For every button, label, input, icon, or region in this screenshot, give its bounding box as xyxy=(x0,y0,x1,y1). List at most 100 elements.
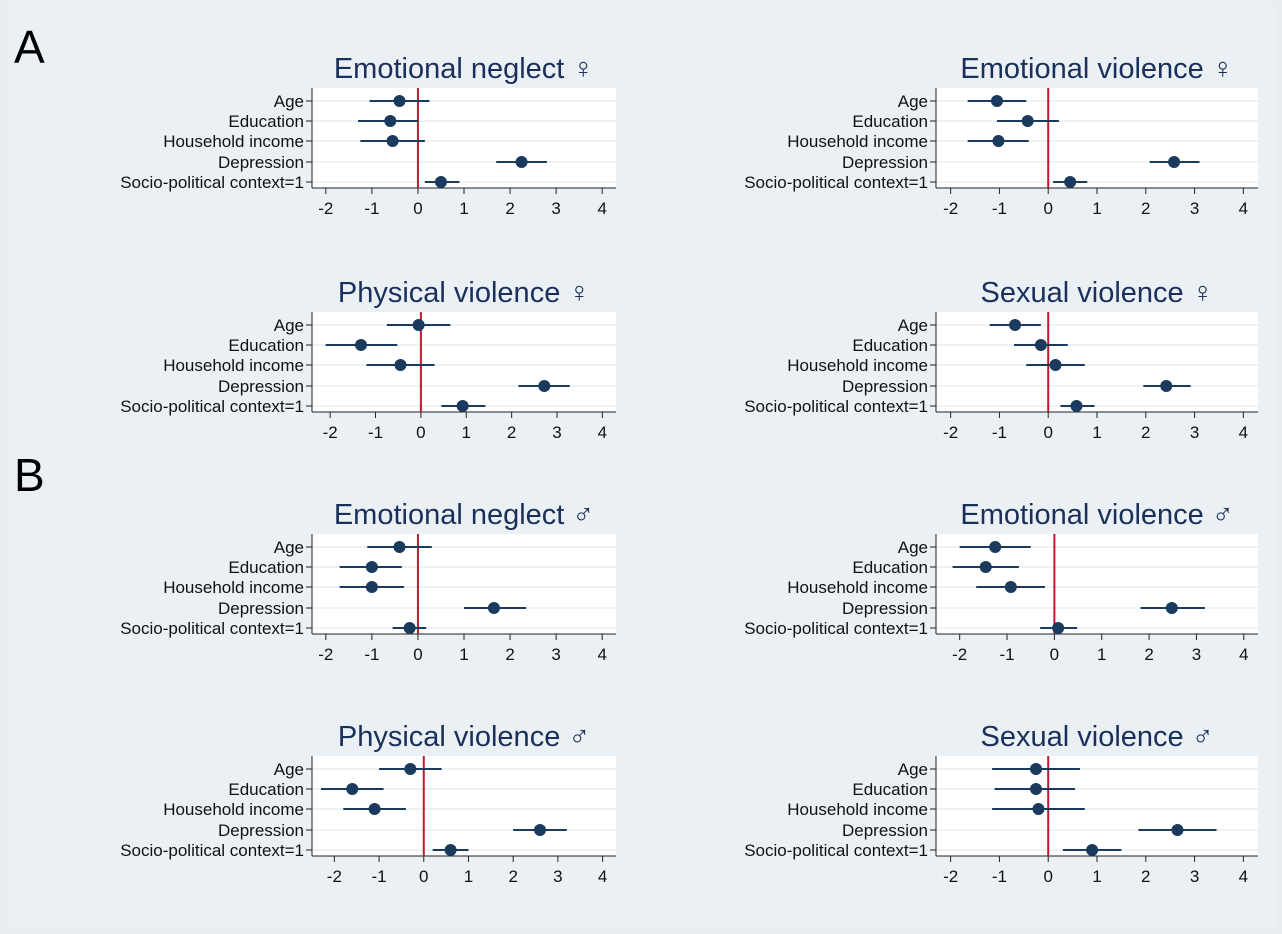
estimate-point xyxy=(434,176,447,188)
category-label: Age xyxy=(898,760,928,779)
panel-title: Sexual violence ♀ xyxy=(981,277,1214,309)
x-tick-label: -1 xyxy=(371,867,386,886)
x-tick-label: 2 xyxy=(505,645,514,664)
estimate-point xyxy=(979,561,992,573)
x-tick-label: 3 xyxy=(552,423,561,442)
x-tick-label: -2 xyxy=(327,867,342,886)
forest-plots-svg: Emotional neglect ♀AgeEducationHousehold… xyxy=(120,53,1258,886)
x-tick-label: -1 xyxy=(999,645,1014,664)
category-label: Socio-political context=1 xyxy=(744,173,928,192)
category-label: Depression xyxy=(842,599,928,618)
estimate-point xyxy=(444,844,457,856)
panel-title: Sexual violence ♂ xyxy=(981,721,1214,753)
x-tick-label: 2 xyxy=(508,867,517,886)
estimate-point xyxy=(368,803,381,815)
x-tick-label: 1 xyxy=(1092,423,1101,442)
x-tick-label: -2 xyxy=(318,199,333,218)
category-label: Age xyxy=(898,538,928,557)
x-tick-label: 2 xyxy=(1141,867,1150,886)
x-tick-label: 3 xyxy=(1192,645,1201,664)
plot-area xyxy=(312,312,616,412)
x-tick-label: 3 xyxy=(1190,867,1199,886)
x-tick-label: -1 xyxy=(992,423,1007,442)
category-label: Household income xyxy=(787,132,928,151)
panel-title: Physical violence ♀ xyxy=(338,277,590,309)
x-tick-label: -2 xyxy=(943,199,958,218)
category-label: Depression xyxy=(218,821,304,840)
category-label: Education xyxy=(228,112,304,131)
x-tick-label: 0 xyxy=(416,423,425,442)
plot-area xyxy=(312,756,616,856)
x-tick-label: -2 xyxy=(943,867,958,886)
category-label: Age xyxy=(274,538,304,557)
category-label: Socio-political context=1 xyxy=(744,397,928,416)
category-label: Age xyxy=(898,316,928,335)
x-tick-label: 2 xyxy=(1141,423,1150,442)
category-label: Socio-political context=1 xyxy=(120,619,304,638)
category-label: Age xyxy=(274,760,304,779)
estimate-point xyxy=(1049,359,1062,371)
category-label: Household income xyxy=(787,800,928,819)
x-tick-label: 0 xyxy=(413,645,422,664)
x-tick-label: 4 xyxy=(1239,645,1248,664)
estimate-point xyxy=(393,95,406,107)
x-tick-label: 1 xyxy=(459,199,468,218)
x-tick-label: 3 xyxy=(553,867,562,886)
x-tick-label: -1 xyxy=(364,199,379,218)
category-label: Socio-political context=1 xyxy=(120,397,304,416)
x-tick-label: 2 xyxy=(505,199,514,218)
estimate-point xyxy=(355,339,368,351)
estimate-point xyxy=(1021,115,1034,127)
section-label-a: A xyxy=(14,21,45,73)
x-tick-label: -1 xyxy=(992,867,1007,886)
estimate-point xyxy=(1030,763,1043,775)
category-label: Education xyxy=(228,336,304,355)
forest-plot-figure: A B Emotional neglect ♀ Age Education House… xyxy=(8,6,1276,928)
x-tick-label: 0 xyxy=(1043,199,1052,218)
estimate-point xyxy=(515,156,528,168)
x-tick-label: 4 xyxy=(597,645,606,664)
category-label: Household income xyxy=(163,356,304,375)
category-label: Education xyxy=(852,780,928,799)
estimate-point xyxy=(1070,400,1083,412)
estimate-point xyxy=(992,135,1005,147)
x-tick-label: -2 xyxy=(323,423,338,442)
category-label: Age xyxy=(274,316,304,335)
x-tick-label: 3 xyxy=(1190,423,1199,442)
x-tick-label: 1 xyxy=(1092,867,1101,886)
category-label: Socio-political context=1 xyxy=(744,841,928,860)
category-label: Socio-political context=1 xyxy=(744,619,928,638)
section-label-b: B xyxy=(14,449,45,501)
category-label: Household income xyxy=(163,578,304,597)
x-tick-label: -2 xyxy=(318,645,333,664)
x-tick-label: 1 xyxy=(464,867,473,886)
category-label: Household income xyxy=(163,132,304,151)
category-label: Household income xyxy=(163,800,304,819)
category-label: Socio-political context=1 xyxy=(120,173,304,192)
category-label: Household income xyxy=(787,356,928,375)
x-tick-label: 3 xyxy=(1190,199,1199,218)
x-tick-label: 1 xyxy=(1097,645,1106,664)
panel-title: Emotional neglect ♀ xyxy=(334,53,594,85)
estimate-point xyxy=(1165,602,1178,614)
plot-area xyxy=(936,312,1258,412)
category-label: Depression xyxy=(218,153,304,172)
x-tick-label: 0 xyxy=(419,867,428,886)
category-label: Education xyxy=(852,336,928,355)
x-tick-label: 4 xyxy=(598,423,607,442)
x-tick-label: 4 xyxy=(597,199,606,218)
estimate-point xyxy=(365,561,378,573)
category-label: Age xyxy=(898,92,928,111)
estimate-point xyxy=(394,359,407,371)
category-label: Age xyxy=(274,92,304,111)
plot-area xyxy=(936,756,1258,856)
estimate-point xyxy=(456,400,469,412)
x-tick-label: 2 xyxy=(1141,199,1150,218)
estimate-point xyxy=(534,824,546,836)
category-label: Household income xyxy=(787,578,928,597)
category-label: Education xyxy=(228,780,304,799)
estimate-point xyxy=(1009,319,1022,331)
category-label: Education xyxy=(852,558,928,577)
x-tick-label: 0 xyxy=(1043,423,1052,442)
x-tick-label: 1 xyxy=(459,645,468,664)
